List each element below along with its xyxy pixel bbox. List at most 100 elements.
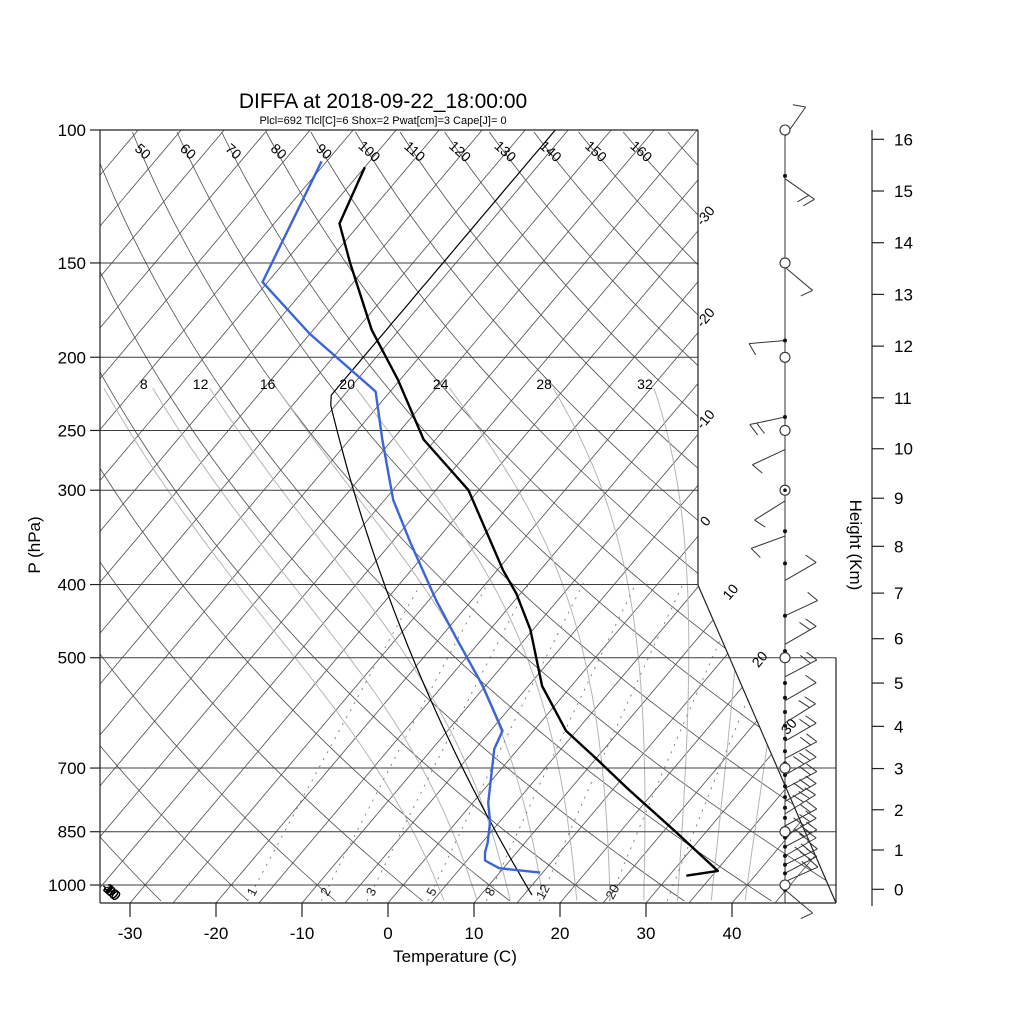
mixing-ratio-lines bbox=[247, 582, 798, 902]
mixing-ratio-label: 1 bbox=[243, 885, 260, 898]
wind-level-dot bbox=[783, 561, 787, 566]
x-tick-label: 10 bbox=[465, 924, 484, 943]
moist-adiabat-label: 12 bbox=[193, 376, 209, 392]
height-tick-label: 10 bbox=[894, 440, 913, 459]
mixing-ratio-label: 5 bbox=[423, 885, 440, 898]
wind-barb bbox=[784, 866, 819, 883]
x-tick-label: -20 bbox=[204, 924, 229, 943]
chart-subtitle: Plcl=692 Tlcl[C]=6 Shox=2 Pwat[cm]=3 Cap… bbox=[259, 115, 506, 127]
dry-adiabat-label-top: 90 bbox=[313, 140, 335, 162]
wind-barb bbox=[784, 808, 818, 827]
wind-level-dot bbox=[783, 736, 787, 741]
wind-barb bbox=[754, 500, 786, 521]
wind-level-dot bbox=[783, 415, 787, 420]
wind-level-circle bbox=[779, 652, 791, 664]
pressure-tick-label: 850 bbox=[58, 823, 86, 842]
wind-level-dot bbox=[783, 853, 787, 858]
dry-adiabat-label-top: 50 bbox=[132, 140, 154, 162]
wind-barb bbox=[784, 829, 818, 848]
wind-level-dot bbox=[783, 795, 787, 800]
dry-adiabat-label-top: 70 bbox=[222, 140, 244, 162]
isotherm-label-right: -20 bbox=[693, 304, 718, 330]
x-tick-label: -30 bbox=[118, 924, 143, 943]
wind-level-dot bbox=[783, 709, 787, 714]
pressure-tick-label: 200 bbox=[58, 348, 86, 367]
wind-barb bbox=[784, 837, 817, 857]
height-tick-label: 6 bbox=[894, 630, 903, 649]
wind-barb bbox=[784, 625, 817, 645]
moist-adiabat-label: 32 bbox=[637, 376, 653, 392]
wind-barb bbox=[784, 178, 815, 200]
wind-level-circle bbox=[779, 879, 791, 891]
mixing-ratio-label: 12 bbox=[533, 882, 553, 902]
mixing-ratio-label: 20 bbox=[602, 882, 622, 902]
wind-level-circle bbox=[779, 351, 791, 363]
x-tick-label: 30 bbox=[637, 924, 656, 943]
wind-level-dot bbox=[783, 844, 787, 849]
wind-barb bbox=[749, 339, 786, 345]
moist-adiabat-label: 16 bbox=[260, 376, 276, 392]
wind-level-dot bbox=[783, 613, 787, 618]
moist-adiabat-label: 20 bbox=[339, 376, 355, 392]
isotherm-label-diagonal: 10 bbox=[719, 580, 741, 602]
height-tick-label: 5 bbox=[894, 674, 903, 693]
wind-level-dot bbox=[783, 871, 787, 876]
moist-adiabat-lines bbox=[103, 387, 813, 901]
temperature-curve bbox=[338, 166, 719, 877]
height-tick-label: 3 bbox=[894, 760, 903, 779]
moist-adiabat-label: 8 bbox=[140, 376, 148, 392]
pressure-tick-label: 250 bbox=[58, 421, 86, 440]
isotherm-label-right: 0 bbox=[697, 513, 714, 529]
wind-barb bbox=[784, 855, 818, 874]
wind-level-circle bbox=[779, 826, 791, 838]
dry-adiabat-label-top: 110 bbox=[401, 138, 428, 165]
mixing-ratio-label: 2 bbox=[317, 885, 334, 898]
wind-level-dot bbox=[783, 784, 787, 789]
moist-adiabat-label: 28 bbox=[536, 376, 552, 392]
pressure-tick-label: 400 bbox=[58, 576, 86, 595]
height-tick-label: 14 bbox=[894, 234, 913, 253]
wind-level-dot bbox=[783, 529, 787, 534]
dry-adiabat-label-top: 60 bbox=[177, 140, 199, 162]
pressure-tick-label: 150 bbox=[58, 254, 86, 273]
y-right-axis-title: Height (Km) bbox=[846, 500, 865, 591]
wind-level-dot bbox=[783, 338, 787, 343]
moist-adiabat-label: 24 bbox=[433, 376, 449, 392]
isotherm-label-right: -10 bbox=[693, 406, 718, 432]
wind-level-circle bbox=[779, 762, 791, 774]
pressure-tick-label: 100 bbox=[58, 121, 86, 140]
height-tick-label: 4 bbox=[894, 717, 903, 736]
plot-border bbox=[99, 129, 837, 904]
height-tick-label: 2 bbox=[894, 801, 903, 820]
height-tick-label: 15 bbox=[894, 182, 913, 201]
wind-barb bbox=[784, 889, 813, 914]
wind-barb bbox=[784, 561, 817, 581]
wind-level-dot bbox=[783, 173, 787, 178]
y-left-axis-title: P (hPa) bbox=[25, 516, 44, 573]
wind-barb bbox=[752, 449, 786, 466]
dewpoint-curve bbox=[261, 160, 541, 874]
pressure-tick-label: 700 bbox=[58, 759, 86, 778]
dry-adiabat-label-top: 80 bbox=[268, 140, 290, 162]
pressure-tick-label: 300 bbox=[58, 481, 86, 500]
wind-level-circle bbox=[779, 424, 791, 436]
isotherm-label-right: -30 bbox=[693, 203, 718, 229]
wind-barb bbox=[784, 741, 818, 759]
wind-column bbox=[748, 104, 819, 919]
standard-atmosphere-line bbox=[330, 130, 559, 896]
height-tick-label: 7 bbox=[894, 584, 903, 603]
wind-barb bbox=[751, 535, 786, 549]
x-axis-title: Temperature (C) bbox=[393, 947, 517, 966]
wind-barb bbox=[784, 682, 817, 702]
wind-barb bbox=[784, 722, 817, 742]
dry-adiabat-label-top: 120 bbox=[446, 138, 474, 166]
chart-title: DIFFA at 2018-09-22_18:00:00 bbox=[239, 90, 527, 113]
wind-level-dot bbox=[783, 773, 787, 778]
height-tick-label: 11 bbox=[894, 389, 912, 408]
wind-barb bbox=[784, 794, 816, 815]
wind-barb bbox=[749, 416, 786, 426]
height-tick-label: 1 bbox=[894, 841, 903, 860]
wind-barb bbox=[784, 659, 818, 678]
wind-level-dot bbox=[783, 695, 787, 700]
